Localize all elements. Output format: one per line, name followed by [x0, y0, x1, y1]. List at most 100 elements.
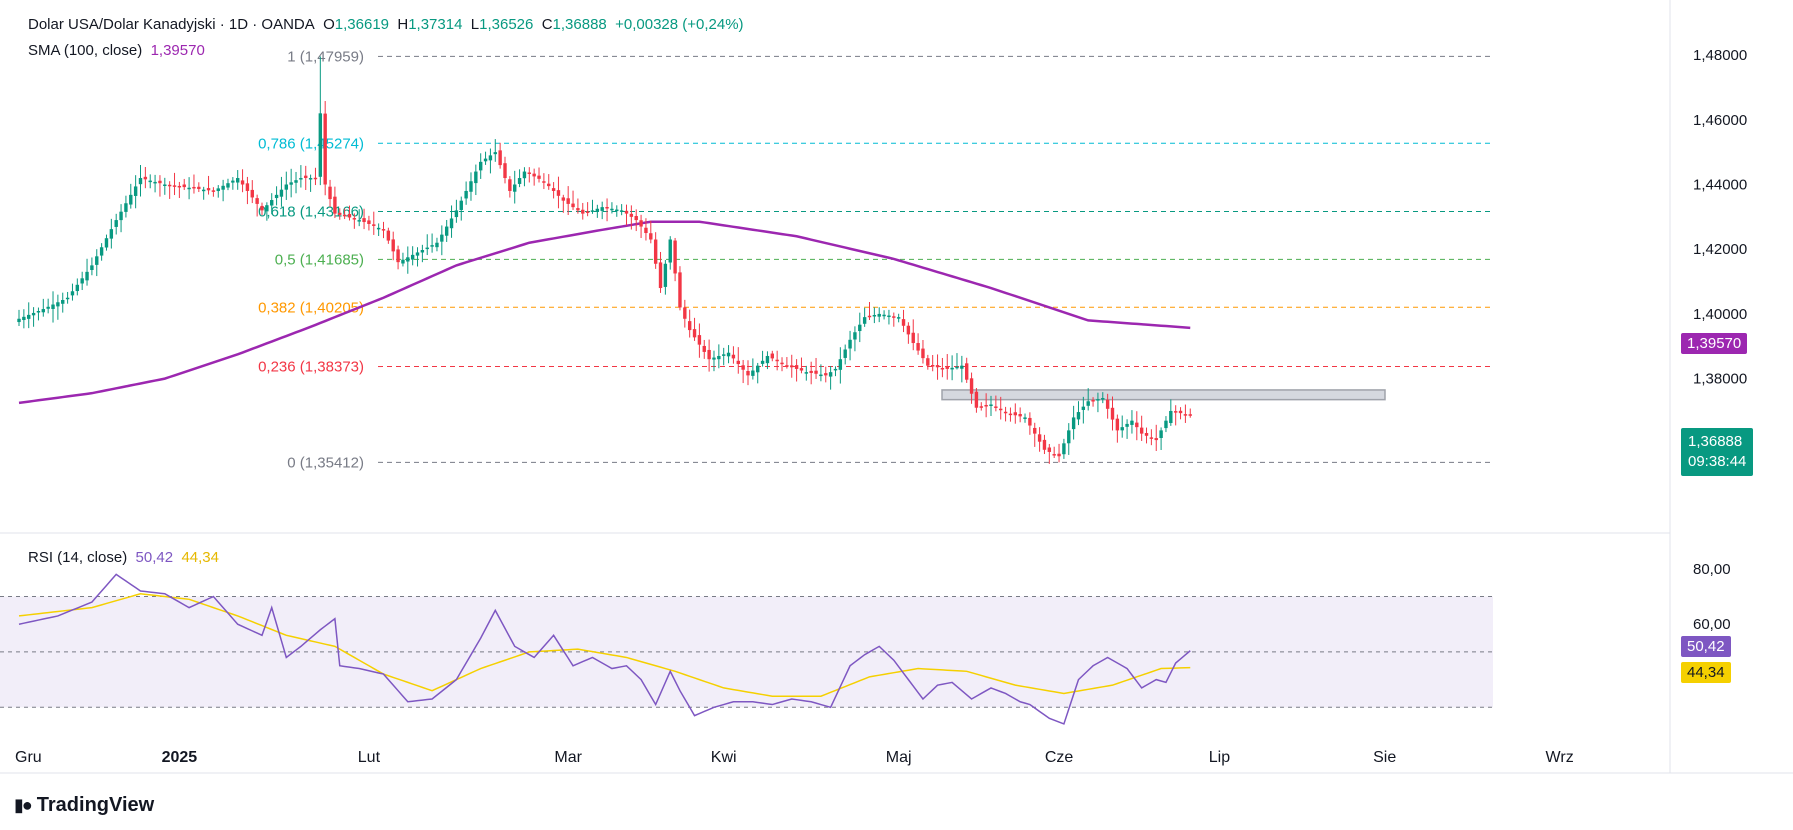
candle-up [760, 360, 765, 364]
candle-down [707, 349, 711, 360]
candle-up [46, 306, 50, 309]
candle-up [294, 180, 298, 183]
candle-up [751, 370, 755, 376]
candle-up [201, 189, 206, 192]
candle-down [1178, 410, 1183, 414]
fib-level-label: 1 (1,47959) [287, 48, 364, 65]
candle-up [299, 178, 303, 180]
time-tick-label: Cze [1045, 749, 1074, 766]
candle-up [726, 352, 731, 357]
candle-down [1183, 414, 1188, 416]
candle-down [1037, 434, 1042, 442]
candle-down [1139, 427, 1144, 434]
candle-down [304, 175, 308, 179]
candle-up [1130, 420, 1134, 425]
candle-up [454, 210, 459, 218]
sma-legend[interactable]: SMA (100, close) 1,39570 [28, 42, 205, 59]
low-value: 1,36526 [479, 16, 534, 33]
candle-down [824, 373, 828, 376]
candle-up [61, 300, 65, 304]
candle-down [566, 198, 570, 204]
candle-up [483, 158, 488, 162]
candle-up [308, 178, 313, 180]
candle-down [192, 186, 196, 189]
rsi-ma-value: 44,34 [181, 549, 219, 566]
candle-up [56, 302, 60, 307]
price-tick-label: 1,40000 [1693, 306, 1747, 323]
candle-up [216, 188, 220, 192]
candle-down [172, 185, 177, 187]
candle-down [381, 229, 386, 231]
candle-down [527, 172, 531, 174]
candle-up [70, 291, 75, 296]
candle-up [17, 318, 21, 323]
symbol-title: Dolar USA/Dolar Kanadyjski · 1D · OANDA [28, 16, 315, 33]
candle-down [556, 190, 561, 196]
sma-line [18, 220, 1191, 405]
candle-down [347, 213, 352, 218]
candle-up [464, 190, 468, 199]
candle-down [780, 362, 784, 365]
candle-up [415, 252, 420, 256]
brand-name: TradingView [36, 794, 155, 816]
price-tick-label: 1,38000 [1693, 371, 1747, 388]
price-tick-label: 1,42000 [1693, 241, 1747, 258]
candle-up [1120, 427, 1124, 431]
candle-down [692, 329, 697, 338]
candle-down [1008, 413, 1013, 416]
candle-down [624, 210, 629, 214]
candle-down [1033, 427, 1037, 434]
candle-up [1023, 417, 1027, 419]
candle-up [1101, 398, 1105, 400]
candle-down [649, 233, 653, 240]
candle-up [138, 178, 143, 185]
close-label: C [541, 16, 553, 33]
candle-down [245, 183, 250, 191]
candle-down [177, 185, 182, 188]
candle-up [75, 284, 80, 292]
candle-down [551, 188, 556, 191]
candle-up [226, 183, 230, 188]
candle-up [410, 254, 415, 260]
candle-down [785, 365, 789, 367]
candle-down [644, 227, 648, 234]
candle-up [989, 404, 993, 406]
tradingview-logo[interactable]: ▮● TradingView [14, 794, 154, 817]
last-price-badge: 1,36888 09:38:44 [1681, 428, 1754, 476]
candle-up [109, 229, 114, 239]
candle-down [260, 205, 264, 211]
candle-up [858, 324, 862, 332]
candle-up [114, 220, 118, 227]
tradingview-icon: ▮● [14, 795, 33, 815]
close-value: 1,36888 [552, 16, 607, 33]
time-tick-label: Lut [358, 749, 381, 766]
candle-down [678, 272, 682, 308]
candle-down [367, 220, 371, 224]
time-tick-label: Mar [554, 749, 582, 766]
candle-up [479, 161, 483, 171]
candle-down [1188, 414, 1192, 416]
candle-down [547, 183, 551, 187]
candle-down [814, 370, 818, 374]
candle-up [231, 180, 235, 183]
candle-up [99, 247, 104, 256]
candle-up [1169, 410, 1173, 424]
candle-down [901, 319, 906, 326]
candle-down [1110, 407, 1115, 420]
candle-up [425, 247, 429, 250]
candle-up [590, 210, 595, 212]
candle-down [916, 343, 920, 351]
sma-value: 1,39570 [150, 42, 205, 59]
candle-down [945, 366, 949, 369]
time-tick-label: Sie [1373, 749, 1396, 766]
candle-up [119, 211, 123, 221]
rsi-value: 50,42 [135, 549, 174, 566]
candle-down [585, 211, 590, 213]
candle-up [722, 354, 726, 356]
candle-down [576, 208, 580, 211]
candle-up [274, 194, 279, 199]
candle-down [571, 203, 575, 208]
candle-up [41, 309, 45, 313]
rsi-legend[interactable]: RSI (14, close) 50,42 44,34 [28, 549, 219, 566]
